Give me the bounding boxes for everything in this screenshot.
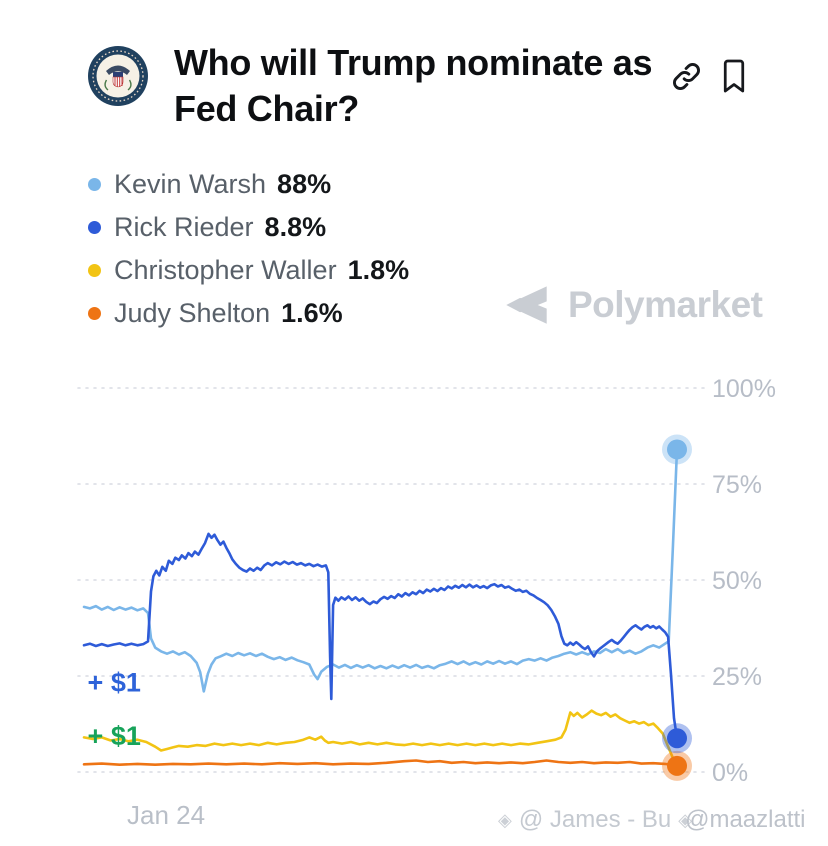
polymarket-watermark: Polymarket [501,282,763,328]
link-icon [673,62,700,90]
svg-text:100%: 100% [712,375,776,403]
creator-handle-a: @ James - Bu [518,806,672,833]
legend-item-kevin-warsh[interactable]: Kevin Warsh 88% [88,163,409,206]
creator-watermark: ◈ @ James - Bu ◈ @maazlatti [498,806,806,834]
series-color-dot [88,307,101,320]
diamond-icon: ◈ [498,809,512,830]
series-color-dot [88,264,101,277]
market-title: Who will Trump nominate as Fed Chair? [174,42,653,129]
x-axis-label: Jan 24 [127,800,206,830]
legend: Kevin Warsh 88% Rick Rieder 8.8% Christo… [88,163,409,335]
svg-text:50%: 50% [712,567,762,595]
outcome-name: Kevin Warsh [114,169,267,199]
legend-item-judy-shelton[interactable]: Judy Shelton 1.6% [88,292,409,335]
bookmark-icon [723,59,745,93]
series-color-dot [88,221,101,234]
diamond-icon: ◈ [678,809,693,830]
share-link-button[interactable] [670,60,703,93]
svg-text:75%: 75% [712,471,762,499]
polymarket-logo-icon [506,286,547,324]
svg-text:25%: 25% [712,663,762,691]
outcome-probability: 8.8% [264,212,327,242]
outcome-probability: 1.6% [281,298,343,328]
outcome-probability: 1.8% [347,255,410,285]
series-color-dot [88,178,101,191]
fed-seal-icon [88,46,148,106]
legend-item-christopher-waller[interactable]: Christopher Waller 1.8% [88,249,409,292]
legend-item-rick-rieder[interactable]: Rick Rieder 8.8% [88,206,409,249]
outcome-name: Rick Rieder [114,212,254,242]
svg-text:0%: 0% [712,759,748,787]
outcome-name: Christopher Waller [114,255,337,285]
svg-text:+ $1: + $1 [88,721,141,751]
svg-text:+ $1: + $1 [88,667,141,697]
outcome-probability: 88% [277,169,332,199]
price-chart[interactable]: 100% 75% 50% 25% 0% + $1 + $1 [0,356,828,826]
polymarket-wordmark: Polymarket [568,284,763,325]
header-actions [670,58,749,94]
federal-reserve-seal-logo [86,44,150,108]
outcome-name: Judy Shelton [114,298,271,328]
creator-handle-b: @maazlatti [685,806,806,833]
bookmark-button[interactable] [719,58,749,94]
